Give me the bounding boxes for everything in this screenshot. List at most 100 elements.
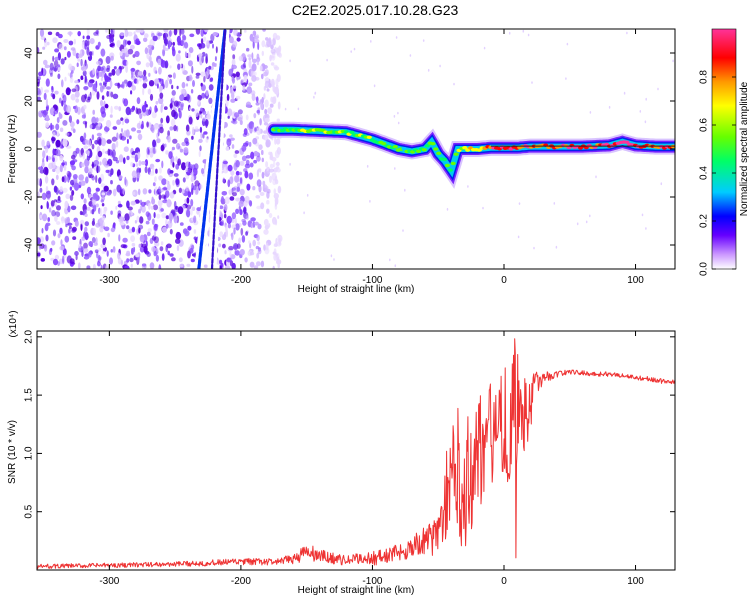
noise-speckle xyxy=(232,54,236,60)
noise-speckle xyxy=(171,109,176,118)
noise-speckle xyxy=(238,55,243,62)
noise-speckle xyxy=(251,75,257,82)
noise-speckle xyxy=(262,64,268,69)
noise-speckle xyxy=(238,171,242,176)
noise-speckle xyxy=(91,208,95,215)
noise-speckle xyxy=(129,135,132,140)
noise-speckle xyxy=(453,82,455,86)
noise-speckle xyxy=(152,146,156,155)
noise-speckle xyxy=(167,250,170,256)
noise-speckle xyxy=(159,92,164,99)
noise-speckle xyxy=(250,90,256,96)
noise-speckle xyxy=(136,60,142,66)
interference-streak xyxy=(218,71,222,79)
noise-speckle xyxy=(100,99,104,107)
noise-speckle xyxy=(235,208,240,214)
noise-speckle xyxy=(139,234,145,243)
noise-speckle xyxy=(110,249,114,253)
noise-speckle xyxy=(184,230,190,237)
noise-speckle xyxy=(183,147,189,154)
noise-speckle xyxy=(215,46,218,54)
noise-speckle xyxy=(185,186,189,192)
noise-speckle xyxy=(243,62,246,68)
noise-speckle xyxy=(190,199,194,207)
noise-speckle xyxy=(65,223,68,228)
noise-speckle xyxy=(266,88,270,92)
noise-speckle xyxy=(248,240,251,244)
noise-speckle xyxy=(131,70,134,78)
noise-speckle xyxy=(197,94,202,101)
noise-speckle xyxy=(124,29,129,38)
noise-speckle xyxy=(160,117,164,124)
noise-speckle xyxy=(172,72,176,79)
noise-speckle xyxy=(70,205,77,211)
noise-speckle xyxy=(261,171,265,179)
noise-speckle xyxy=(201,168,205,175)
noise-speckle xyxy=(52,168,56,172)
noise-speckle xyxy=(63,39,69,43)
noise-speckle xyxy=(230,137,235,141)
noise-speckle xyxy=(137,133,143,141)
noise-speckle xyxy=(191,126,195,136)
noise-speckle xyxy=(123,47,128,54)
noise-speckle xyxy=(84,213,88,217)
noise-speckle xyxy=(191,175,195,183)
noise-speckle xyxy=(220,196,225,205)
noise-speckle xyxy=(105,119,112,128)
noise-speckle xyxy=(168,40,172,48)
noise-speckle xyxy=(199,126,203,133)
x-tick-label: -300 xyxy=(99,275,119,286)
noise-speckle xyxy=(95,203,99,208)
noise-speckle xyxy=(83,209,87,214)
noise-speckle xyxy=(158,186,161,193)
noise-speckle xyxy=(64,200,69,210)
noise-speckle xyxy=(256,127,262,136)
noise-speckle xyxy=(191,182,194,192)
noise-speckle xyxy=(72,150,78,158)
noise-speckle xyxy=(190,89,194,94)
noise-speckle xyxy=(45,146,49,154)
noise-speckle xyxy=(80,180,86,186)
noise-speckle xyxy=(58,43,64,51)
noise-speckle xyxy=(235,223,240,231)
noise-speckle xyxy=(101,137,106,147)
noise-speckle xyxy=(91,143,95,150)
noise-speckle xyxy=(266,199,270,205)
noise-speckle xyxy=(589,214,591,218)
noise-speckle xyxy=(234,250,240,256)
noise-speckle xyxy=(164,143,167,148)
noise-speckle xyxy=(314,92,316,95)
colorbar-frame xyxy=(711,28,737,270)
noise-speckle xyxy=(255,195,261,199)
noise-speckle xyxy=(244,170,249,179)
noise-speckle xyxy=(251,37,255,43)
noise-speckle xyxy=(69,186,73,191)
noise-speckle xyxy=(206,113,211,120)
noise-speckle xyxy=(277,215,280,220)
noise-speckle xyxy=(446,207,449,211)
noise-speckle xyxy=(86,186,92,195)
noise-speckle xyxy=(467,185,469,188)
noise-speckle xyxy=(109,257,113,265)
noise-speckle xyxy=(370,40,372,43)
noise-speckle xyxy=(173,124,177,132)
noise-speckle xyxy=(203,36,207,42)
noise-speckle xyxy=(50,72,53,77)
noise-speckle xyxy=(249,242,252,249)
noise-speckle xyxy=(42,46,46,50)
noise-speckle xyxy=(198,150,201,157)
noise-speckle xyxy=(52,131,56,139)
noise-speckle xyxy=(88,241,93,247)
noise-speckle xyxy=(172,96,176,102)
noise-speckle xyxy=(231,262,236,269)
noise-speckle xyxy=(135,107,138,114)
y-tick-label: -40 xyxy=(24,237,35,252)
noise-speckle xyxy=(83,104,87,110)
noise-speckle xyxy=(252,239,256,247)
noise-speckle xyxy=(149,171,155,176)
noise-speckle xyxy=(48,207,52,213)
noise-speckle xyxy=(255,34,259,39)
noise-speckle xyxy=(439,64,441,68)
noise-speckle xyxy=(395,36,398,39)
noise-speckle xyxy=(150,205,154,210)
